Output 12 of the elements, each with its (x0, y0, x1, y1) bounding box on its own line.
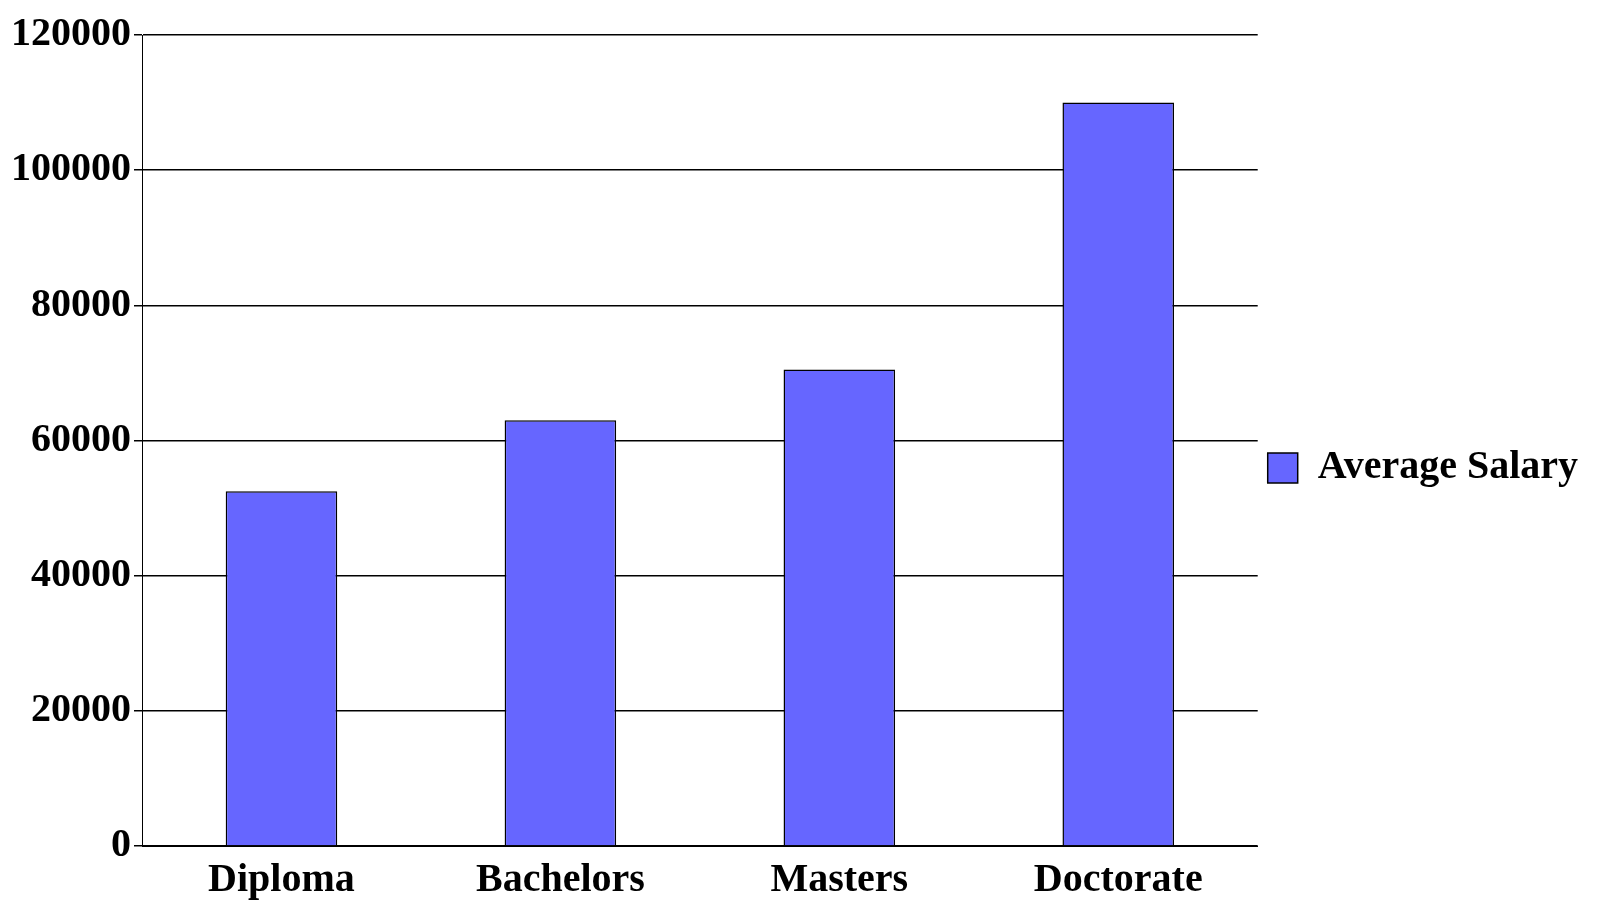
y-tick-label: 40000 (31, 549, 131, 595)
y-tick-label: 0 (111, 820, 131, 866)
x-tick-label: Diploma (208, 855, 355, 901)
x-tick-label: Bachelors (475, 855, 645, 901)
legend-label: Average Salary (1317, 442, 1578, 488)
y-tick-label: 80000 (31, 279, 131, 325)
x-tick-label: Doctorate (1033, 855, 1203, 901)
x-tick-label: Masters (770, 855, 909, 901)
y-tick-label: 60000 (31, 414, 131, 460)
y-tick-label: 100000 (11, 144, 131, 190)
y-tick-label: 120000 (11, 9, 131, 55)
y-tick-label: 20000 (31, 685, 131, 731)
